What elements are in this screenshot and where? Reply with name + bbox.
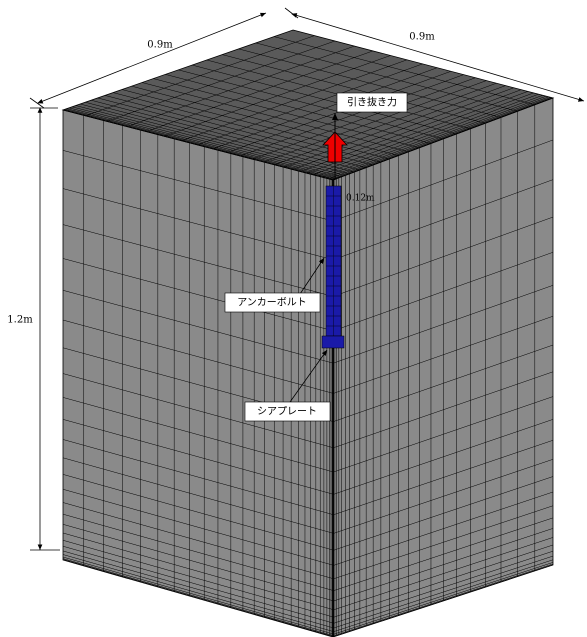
diagram: 0.9m 0.9m 1.2m 0.12m 引き抜き力 アンカーボルト シアプレー… <box>0 0 587 637</box>
mesh <box>63 30 553 637</box>
dim-label: 0.12m <box>346 194 375 204</box>
dim-label: 0.9m <box>147 40 173 51</box>
label: シアプレート <box>257 406 317 418</box>
shear-plate <box>322 336 344 348</box>
dim-label: 0.9m <box>409 32 435 43</box>
label: 引き抜き力 <box>347 96 397 109</box>
dim-label: 1.2m <box>7 315 33 326</box>
label: アンカーボルト <box>237 297 307 309</box>
